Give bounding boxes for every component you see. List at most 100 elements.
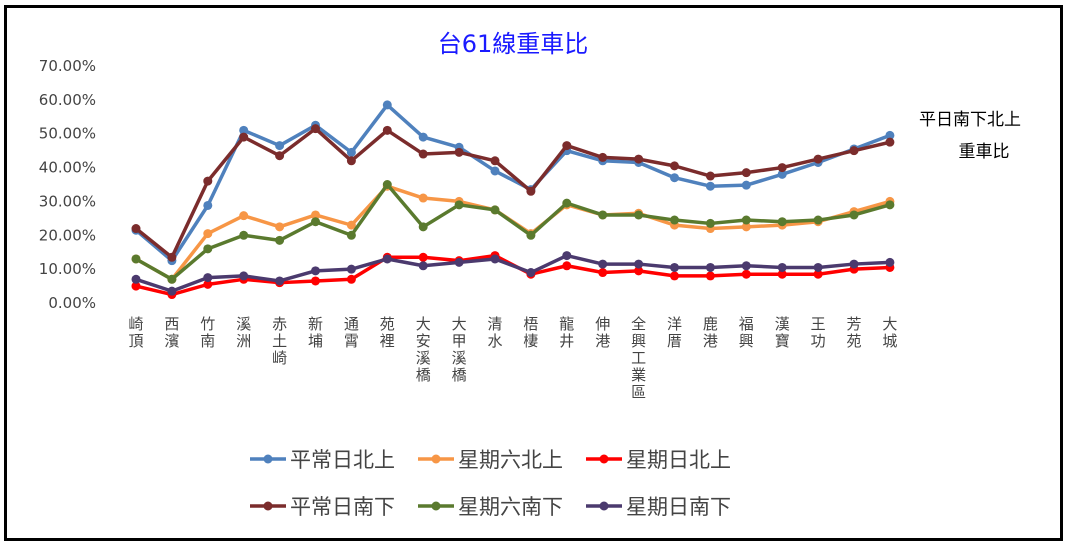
series-line xyxy=(135,253,890,293)
data-point xyxy=(131,224,141,234)
data-point xyxy=(741,168,751,178)
x-tick-label: 伸港 xyxy=(595,315,610,350)
data-point xyxy=(131,274,141,284)
data-point xyxy=(203,176,213,186)
y-axis: 0.00% 10.00% 20.00% 30.00% 40.00% 50.00% 60.00… xyxy=(39,57,96,312)
y-tick-label: 70.00% xyxy=(39,57,96,75)
data-point xyxy=(418,132,428,142)
data-point xyxy=(418,193,428,203)
legend-label: 平常日南下 xyxy=(290,495,395,519)
data-point xyxy=(346,147,356,157)
data-point xyxy=(813,269,823,279)
data-point xyxy=(526,230,536,240)
data-point xyxy=(598,152,608,162)
data-point xyxy=(705,271,715,281)
data-point xyxy=(311,217,320,227)
x-tick-label: 大安溪橋 xyxy=(416,315,431,384)
data-point xyxy=(311,266,320,276)
data-point xyxy=(598,268,608,278)
data-point xyxy=(562,261,572,271)
data-point xyxy=(203,229,213,239)
x-tick-label: 竹南 xyxy=(200,315,215,350)
data-point xyxy=(849,259,859,269)
legend-item-1: 平常日北上 xyxy=(250,448,395,472)
data-point xyxy=(598,259,608,269)
y-tick-label: 30.00% xyxy=(39,192,96,210)
series-1 xyxy=(131,100,895,266)
data-point xyxy=(741,222,751,232)
annotation-line-2: 重車比 xyxy=(959,142,1010,162)
data-point xyxy=(203,279,213,289)
data-point xyxy=(382,180,392,189)
data-point xyxy=(526,186,536,196)
data-point xyxy=(382,254,392,264)
data-point xyxy=(777,269,787,279)
series-6 xyxy=(131,251,895,296)
data-point xyxy=(849,210,859,220)
data-point xyxy=(346,230,356,240)
data-point xyxy=(885,130,895,140)
data-point xyxy=(275,141,285,151)
data-point xyxy=(490,254,500,264)
y-tick-label: 50.00% xyxy=(39,125,96,143)
data-point xyxy=(562,251,572,261)
data-point xyxy=(167,286,177,296)
data-point xyxy=(346,156,356,166)
data-point xyxy=(203,200,213,210)
data-point xyxy=(813,154,823,164)
data-point xyxy=(777,262,787,272)
x-tick-label: 大城 xyxy=(882,315,897,350)
data-point xyxy=(418,252,428,262)
data-point xyxy=(849,146,859,156)
legend-label: 星期六北上 xyxy=(458,448,563,472)
data-point xyxy=(311,210,320,220)
series-4 xyxy=(131,124,895,262)
data-point xyxy=(634,210,644,220)
x-tick-label: 通霄 xyxy=(344,315,359,350)
legend-label: 星期日南下 xyxy=(626,495,731,519)
data-point xyxy=(562,198,572,208)
x-tick-label: 溪洲 xyxy=(236,315,251,350)
data-point xyxy=(203,273,213,283)
data-point xyxy=(741,215,751,225)
legend-marker xyxy=(431,501,441,511)
data-point xyxy=(670,215,679,225)
y-tick-label: 60.00% xyxy=(39,91,96,109)
data-point xyxy=(239,132,249,142)
data-point xyxy=(131,254,141,264)
data-point xyxy=(311,124,320,134)
data-point xyxy=(741,261,751,271)
legend-item-3: 星期日北上 xyxy=(586,448,731,472)
data-point xyxy=(275,151,285,161)
x-tick-label: 梧棲 xyxy=(523,315,538,350)
x-tick-label: 福興 xyxy=(739,315,754,350)
x-tick-label: 漢寶 xyxy=(775,315,790,350)
series-5 xyxy=(131,180,895,284)
data-point xyxy=(346,220,356,230)
data-point xyxy=(311,276,320,286)
data-point xyxy=(813,215,823,225)
x-tick-label: 清水 xyxy=(487,315,502,350)
legend-marker xyxy=(431,454,441,464)
data-point xyxy=(598,210,608,220)
annotation-line-1: 平日南下北上 xyxy=(919,110,1021,130)
legend-label: 星期日北上 xyxy=(626,448,731,472)
x-tick-label: 大甲溪橋 xyxy=(452,315,467,384)
data-point xyxy=(777,163,787,173)
data-point xyxy=(418,222,428,232)
data-point xyxy=(131,281,141,291)
data-point xyxy=(634,259,644,269)
data-point xyxy=(239,230,249,240)
data-point xyxy=(203,244,213,254)
x-tick-label: 王功 xyxy=(811,315,826,350)
data-point xyxy=(418,261,428,271)
legend-marker xyxy=(599,454,609,464)
y-tick-label: 20.00% xyxy=(39,226,96,244)
y-tick-label: 40.00% xyxy=(39,159,96,177)
y-tick-label: 10.00% xyxy=(39,260,96,278)
data-point xyxy=(454,257,464,267)
data-point xyxy=(490,205,500,215)
x-tick-label: 苑裡 xyxy=(380,315,395,350)
